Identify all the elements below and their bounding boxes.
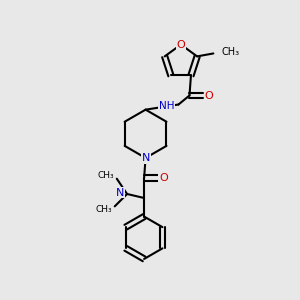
Text: CH₃: CH₃ — [95, 206, 112, 214]
Text: CH₃: CH₃ — [222, 47, 240, 57]
Text: O: O — [159, 173, 168, 183]
Text: O: O — [204, 91, 213, 100]
Text: N: N — [141, 153, 150, 163]
Text: O: O — [176, 40, 185, 50]
Text: NH: NH — [159, 101, 174, 111]
Text: N: N — [116, 188, 124, 197]
Text: CH₃: CH₃ — [97, 171, 114, 180]
